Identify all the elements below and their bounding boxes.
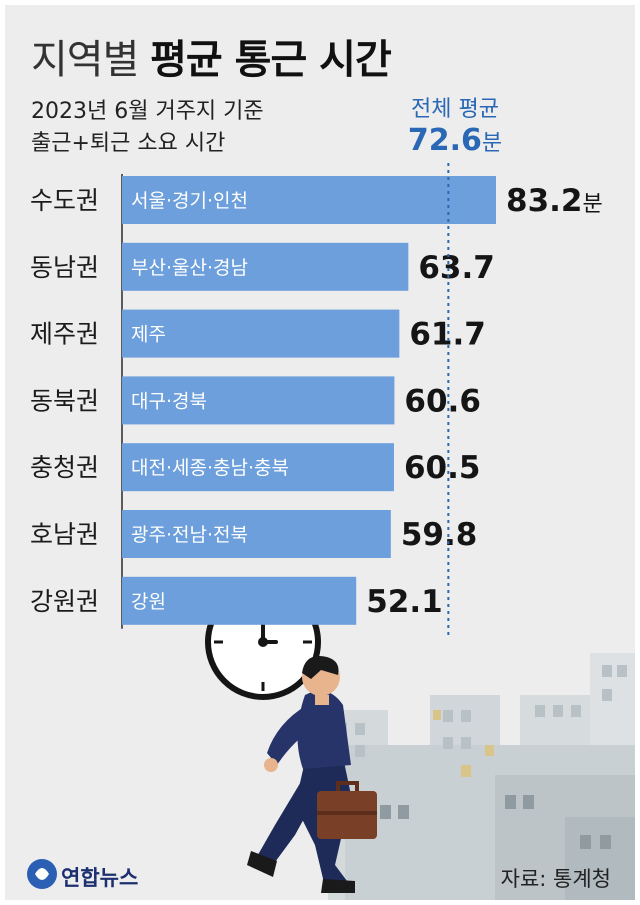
value-label-1: 83.2분 (506, 183, 603, 219)
category-label-4: 동북권 (30, 386, 99, 415)
bar-5 (122, 443, 394, 492)
page-title: 지역별 평균 통근 시간 (31, 27, 392, 85)
yonhap-logo-icon (27, 859, 57, 889)
walking-commuter-icon (247, 656, 377, 893)
value-label-7: 52.1 (366, 584, 443, 620)
subtitle-line-2: 출근+퇴근 소요 시간 (31, 131, 226, 156)
infographic-card: 지역별 평균 통근 시간 2023년 6월 거주지 기준 출근+퇴근 소요 시간… (5, 5, 635, 900)
city-buildings (328, 653, 635, 900)
background-illustration (205, 584, 635, 900)
subtitle-line-1: 2023년 6월 거주지 기준 (31, 99, 264, 124)
source-credit: 자료: 통계청 (500, 867, 611, 891)
average-label: 전체 평균 (411, 97, 499, 122)
title-light: 지역별 (31, 37, 139, 83)
value-label-5: 60.5 (404, 450, 481, 486)
bar-3 (122, 309, 400, 358)
bar-6 (122, 510, 391, 558)
title-bold: 평균 통근 시간 (150, 37, 392, 83)
bar-1 (122, 176, 496, 224)
average-unit: 분 (481, 131, 503, 156)
category-label-5: 충청권 (30, 453, 99, 482)
bar-inner-label-1: 서울·경기·인천 (131, 190, 248, 212)
value-unit: 분 (583, 192, 603, 217)
category-label-7: 강원권 (30, 587, 99, 616)
bar-inner-label-2: 부산·울산·경남 (131, 257, 248, 279)
bar-7 (122, 576, 357, 625)
bar-inner-label-6: 광주·전남·전북 (131, 524, 248, 546)
category-label-3: 제주권 (30, 320, 99, 349)
bar-inner-label-3: 제주 (131, 324, 166, 346)
bar-inner-label-4: 대구·경북 (131, 390, 207, 412)
average-number: 72.6 (407, 123, 482, 158)
category-label-1: 수도권 (30, 186, 99, 215)
yonhap-logo-text: 연합뉴스 (61, 866, 139, 890)
bar-4 (122, 376, 395, 425)
category-label-6: 호남권 (30, 520, 99, 549)
value-label-6: 59.8 (401, 517, 478, 553)
bar-inner-label-5: 대전·세종·충남·충북 (131, 457, 289, 479)
value-label-2: 63.7 (418, 250, 495, 286)
bar-inner-label-7: 강원 (131, 591, 166, 613)
average-value: 72.6분 (385, 123, 525, 158)
yonhap-logo: 연합뉴스 (25, 857, 138, 895)
bar-2 (122, 242, 409, 291)
category-label-2: 동남권 (30, 253, 99, 282)
value-label-4: 60.6 (404, 383, 481, 419)
